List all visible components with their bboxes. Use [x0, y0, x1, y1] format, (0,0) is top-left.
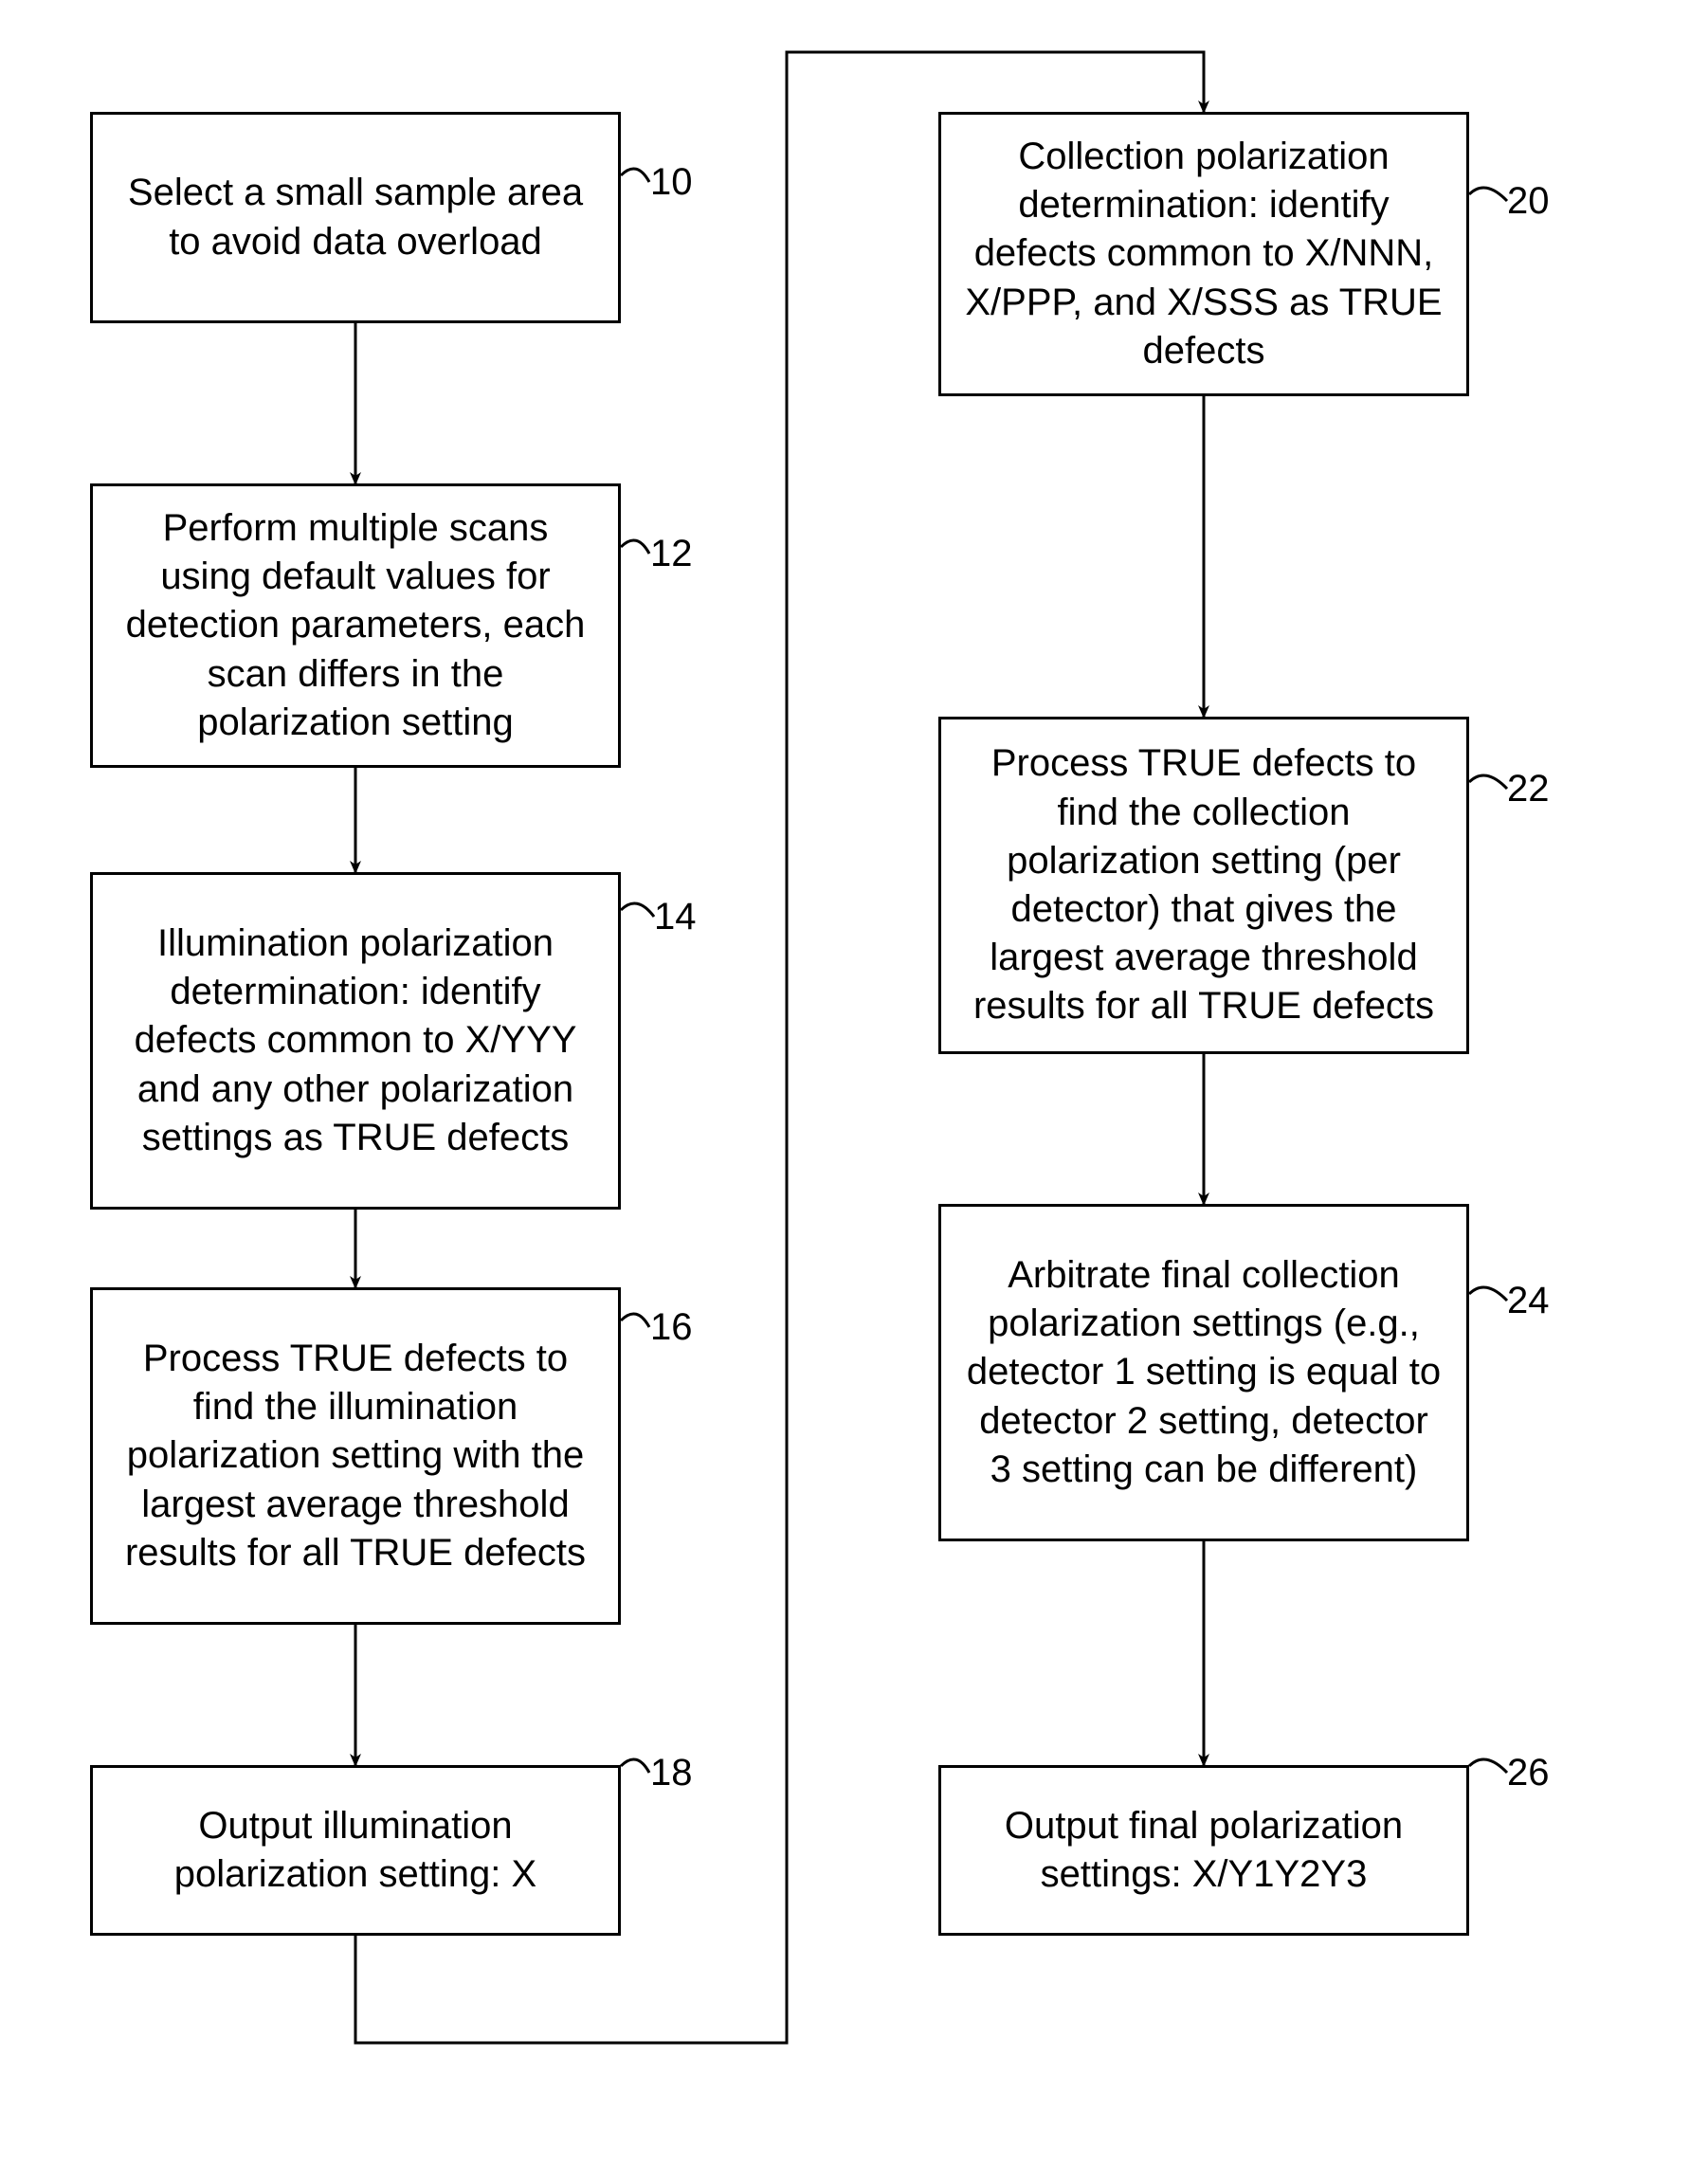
ref-label-18: 18: [650, 1752, 693, 1794]
ref-tick-16: [621, 1314, 649, 1327]
ref-label-22: 22: [1507, 768, 1550, 810]
flow-node-26: Output final polarization settings: X/Y1…: [938, 1765, 1469, 1936]
flow-node-18-text: Output illumination polarization setting…: [116, 1802, 595, 1899]
ref-tick-22: [1469, 775, 1507, 789]
ref-tick-12: [621, 540, 649, 554]
flow-node-10: Select a small sample area to avoid data…: [90, 112, 621, 323]
flow-node-16-text: Process TRUE defects to find the illumin…: [116, 1335, 595, 1577]
flow-node-14: Illumination polarization determination:…: [90, 872, 621, 1210]
ref-tick-26: [1469, 1759, 1507, 1773]
flow-node-18: Output illumination polarization setting…: [90, 1765, 621, 1936]
flow-node-12: Perform multiple scans using default val…: [90, 483, 621, 768]
ref-label-12: 12: [650, 533, 693, 575]
ref-tick-14: [621, 903, 654, 917]
ref-label-16: 16: [650, 1306, 693, 1349]
flow-node-24: Arbitrate final collection polarization …: [938, 1204, 1469, 1541]
ref-label-24: 24: [1507, 1280, 1550, 1322]
flow-node-24-text: Arbitrate final collection polarization …: [964, 1251, 1444, 1494]
flow-node-22: Process TRUE defects to find the collect…: [938, 717, 1469, 1054]
flow-node-22-text: Process TRUE defects to find the collect…: [964, 739, 1444, 1030]
flow-node-14-text: Illumination polarization determination:…: [116, 920, 595, 1162]
ref-tick-18: [621, 1759, 649, 1773]
flow-node-20: Collection polarization determination: i…: [938, 112, 1469, 396]
ref-tick-24: [1469, 1287, 1507, 1301]
flow-node-26-text: Output final polarization settings: X/Y1…: [964, 1802, 1444, 1899]
ref-label-20: 20: [1507, 180, 1550, 223]
flow-node-16: Process TRUE defects to find the illumin…: [90, 1287, 621, 1625]
flow-node-10-text: Select a small sample area to avoid data…: [116, 169, 595, 265]
ref-tick-20: [1469, 188, 1507, 201]
ref-label-10: 10: [650, 161, 693, 204]
ref-label-14: 14: [654, 896, 697, 938]
flow-node-20-text: Collection polarization determination: i…: [964, 133, 1444, 375]
ref-label-26: 26: [1507, 1752, 1550, 1794]
flow-node-12-text: Perform multiple scans using default val…: [116, 504, 595, 747]
ref-tick-10: [621, 169, 649, 182]
